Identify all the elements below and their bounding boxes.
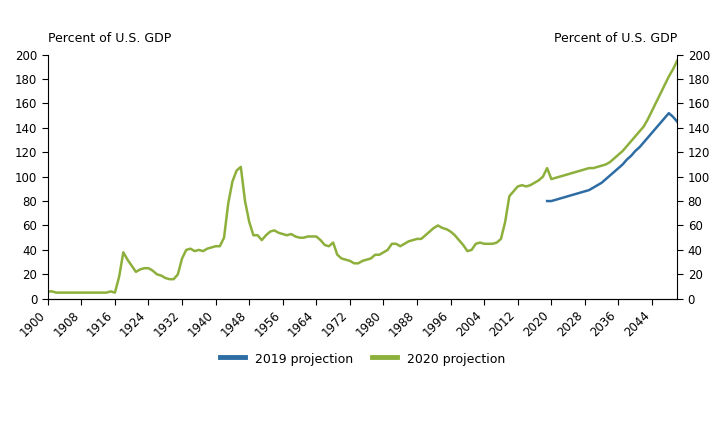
Text: Percent of U.S. GDP: Percent of U.S. GDP (48, 32, 171, 45)
Text: Percent of U.S. GDP: Percent of U.S. GDP (554, 32, 677, 45)
Legend: 2019 projection, 2020 projection: 2019 projection, 2020 projection (215, 347, 510, 371)
